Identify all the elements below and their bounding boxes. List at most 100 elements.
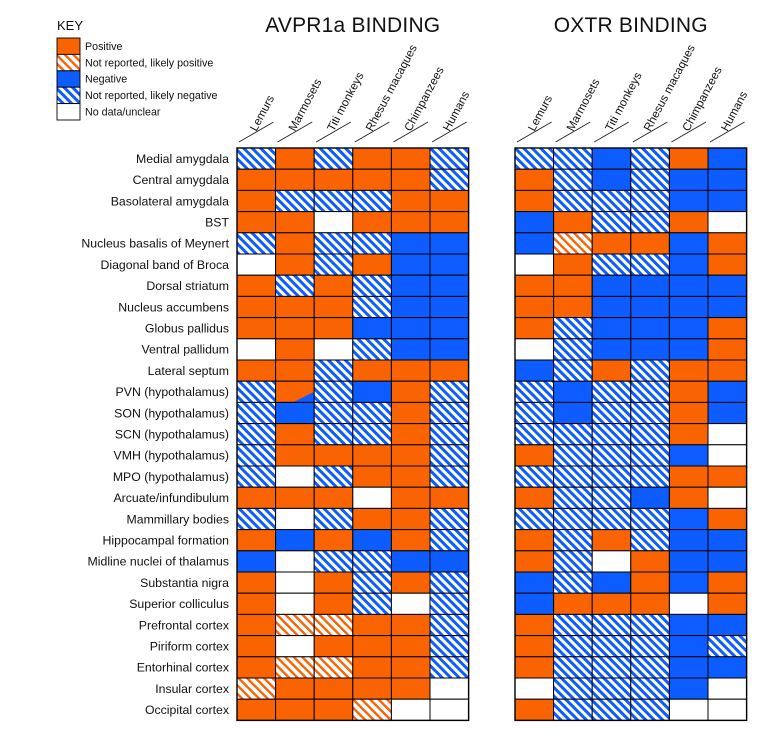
cell-oxtr-globus-pallidus-lemurs (514, 317, 555, 340)
cell-oxtr-prefrontal-cortex-rhesus-macaques (630, 613, 670, 637)
cell-oxtr-superior-colliculus-rhesus-macaques (630, 592, 670, 615)
cell-avpr1a-nucleus-basalis-of-meynert-rhesus-macaques (352, 232, 392, 255)
cell-avpr1a-ventral-pallidum-humans (429, 338, 470, 361)
cell-avpr1a-mammillary-bodies-chimpanzees (390, 507, 431, 531)
cell-oxtr-globus-pallidus-chimpanzees (668, 317, 709, 340)
cell-avpr1a-medial-amygdala-titi-monkeys (313, 147, 354, 170)
cell-oxtr-insular-cortex-marmosets (553, 677, 593, 700)
column-label-titi-monkeys: Titi monkeys (325, 70, 367, 133)
cell-avpr1a-hippocampal-formation-humans (429, 529, 470, 552)
cell-oxtr-arcuate-infundibulum-marmosets (553, 486, 593, 509)
legend-swatch-no-data-unclear (56, 103, 81, 121)
cell-avpr1a-entorhinal-cortex-marmosets (275, 656, 315, 679)
cell-oxtr-prefrontal-cortex-marmosets (553, 613, 593, 637)
cell-avpr1a-entorhinal-cortex-titi-monkeys (313, 656, 354, 679)
cell-avpr1a-central-amygdala-chimpanzees (390, 168, 431, 191)
cell-avpr1a-nucleus-accumbens-rhesus-macaques (352, 295, 392, 319)
cell-oxtr-ventral-pallidum-lemurs (514, 338, 555, 361)
cell-avpr1a-bst-marmosets (275, 211, 315, 234)
cell-oxtr-arcuate-infundibulum-rhesus-macaques (630, 486, 670, 509)
cell-avpr1a-superior-colliculus-lemurs (236, 592, 277, 615)
cell-avpr1a-nucleus-basalis-of-meynert-humans (429, 232, 470, 255)
cell-avpr1a-nucleus-accumbens-lemurs (236, 295, 277, 319)
cell-avpr1a-mpo-hypothalamus-humans (429, 465, 470, 488)
column-label-marmosets: Marmosets (564, 77, 602, 134)
cell-oxtr-entorhinal-cortex-humans (707, 656, 748, 679)
cell-oxtr-pvn-hypothalamus-chimpanzees (668, 380, 709, 403)
cell-oxtr-entorhinal-cortex-lemurs (514, 656, 555, 679)
cell-avpr1a-basolateral-amygdala-rhesus-macaques (352, 189, 392, 213)
cell-avpr1a-vmh-hypothalamus-humans (429, 444, 470, 467)
row-label-superior-colliculus: Superior colliculus (129, 597, 229, 611)
cell-oxtr-basolateral-amygdala-chimpanzees (668, 189, 709, 213)
cell-avpr1a-piriform-cortex-humans (429, 635, 470, 658)
cell-oxtr-piriform-cortex-rhesus-macaques (630, 635, 670, 658)
legend-label-negative: Negative (85, 74, 127, 86)
cell-oxtr-hippocampal-formation-marmosets (553, 529, 593, 552)
cell-oxtr-scn-hypothalamus-chimpanzees (668, 423, 709, 446)
cell-oxtr-pvn-hypothalamus-marmosets (553, 380, 593, 403)
cell-avpr1a-nucleus-accumbens-marmosets (275, 295, 315, 319)
cell-oxtr-substantia-nigra-marmosets (553, 571, 593, 594)
cell-oxtr-scn-hypothalamus-marmosets (553, 423, 593, 446)
cell-oxtr-nucleus-accumbens-lemurs (514, 295, 555, 319)
cell-avpr1a-medial-amygdala-marmosets (275, 147, 315, 170)
cell-avpr1a-substantia-nigra-chimpanzees (390, 571, 431, 594)
cell-oxtr-dorsal-striatum-humans (707, 274, 748, 297)
cell-oxtr-vmh-hypothalamus-marmosets (553, 444, 593, 467)
cell-oxtr-arcuate-infundibulum-lemurs (514, 486, 555, 509)
cell-oxtr-mpo-hypothalamus-rhesus-macaques (630, 465, 670, 488)
cell-oxtr-central-amygdala-titi-monkeys (591, 168, 632, 191)
cell-oxtr-prefrontal-cortex-humans (707, 613, 748, 637)
panel-title-oxtr-binding: OXTR BINDING (554, 14, 708, 37)
cell-oxtr-substantia-nigra-rhesus-macaques (630, 571, 670, 594)
cell-avpr1a-mpo-hypothalamus-rhesus-macaques (352, 465, 392, 488)
cell-oxtr-medial-amygdala-humans (707, 147, 748, 170)
cell-oxtr-diagonal-band-of-broca-marmosets (553, 253, 593, 276)
cell-avpr1a-substantia-nigra-lemurs (236, 571, 277, 594)
row-label-occipital-cortex: Occipital cortex (145, 703, 230, 717)
cell-avpr1a-basolateral-amygdala-lemurs (236, 189, 277, 213)
panel-title-avpr1a-binding: AVPR1a BINDING (265, 14, 440, 37)
cell-oxtr-central-amygdala-humans (707, 168, 748, 191)
cell-oxtr-bst-rhesus-macaques (630, 211, 670, 234)
cell-avpr1a-substantia-nigra-humans (429, 571, 470, 594)
cell-avpr1a-globus-pallidus-titi-monkeys (313, 317, 354, 340)
cell-avpr1a-diagonal-band-of-broca-lemurs (236, 253, 277, 276)
cell-avpr1a-nucleus-accumbens-humans (429, 295, 470, 319)
cell-oxtr-lateral-septum-lemurs (514, 359, 555, 382)
cell-oxtr-arcuate-infundibulum-chimpanzees (668, 486, 709, 509)
cell-avpr1a-piriform-cortex-marmosets (275, 635, 315, 658)
cell-avpr1a-central-amygdala-humans (429, 168, 470, 191)
cell-avpr1a-nucleus-basalis-of-meynert-titi-monkeys (313, 232, 354, 255)
cell-oxtr-nucleus-accumbens-rhesus-macaques (630, 295, 670, 319)
cell-oxtr-scn-hypothalamus-rhesus-macaques (630, 423, 670, 446)
cell-avpr1a-dorsal-striatum-lemurs (236, 274, 277, 297)
row-label-medial-amygdala: Medial amygdala (136, 152, 229, 166)
cell-avpr1a-arcuate-infundibulum-titi-monkeys (313, 486, 354, 509)
cell-avpr1a-central-amygdala-lemurs (236, 168, 277, 191)
cell-oxtr-hippocampal-formation-humans (707, 529, 748, 552)
cell-oxtr-hippocampal-formation-lemurs (514, 529, 555, 552)
cell-oxtr-vmh-hypothalamus-lemurs (514, 444, 555, 467)
row-label-vmh-hypothalamus: VMH (hypothalamus) (114, 449, 230, 463)
cell-oxtr-lateral-septum-chimpanzees (668, 359, 709, 382)
row-label-prefrontal-cortex: Prefrontal cortex (139, 618, 230, 632)
cell-oxtr-insular-cortex-rhesus-macaques (630, 677, 670, 700)
cell-avpr1a-mammillary-bodies-rhesus-macaques (352, 507, 392, 531)
cell-avpr1a-medial-amygdala-rhesus-macaques (352, 147, 392, 170)
cell-oxtr-medial-amygdala-lemurs (514, 147, 555, 170)
cell-avpr1a-occipital-cortex-marmosets (275, 698, 315, 721)
cell-oxtr-medial-amygdala-rhesus-macaques (630, 147, 670, 170)
column-label-chimpanzees: Chimpanzees (402, 65, 447, 134)
row-label-midline-nuclei-of-thalamus: Midline nuclei of thalamus (88, 555, 230, 569)
cell-oxtr-medial-amygdala-marmosets (553, 147, 593, 170)
cell-oxtr-son-hypothalamus-humans (707, 401, 748, 425)
cell-avpr1a-scn-hypothalamus-lemurs (236, 423, 277, 446)
cell-avpr1a-scn-hypothalamus-humans (429, 423, 470, 446)
row-label-mammillary-bodies: Mammillary bodies (126, 512, 229, 526)
cell-avpr1a-son-hypothalamus-rhesus-macaques (352, 401, 392, 425)
cell-oxtr-insular-cortex-humans (707, 677, 748, 700)
column-tick-marmosets (555, 121, 591, 143)
column-label-marmosets: Marmosets (286, 77, 324, 134)
